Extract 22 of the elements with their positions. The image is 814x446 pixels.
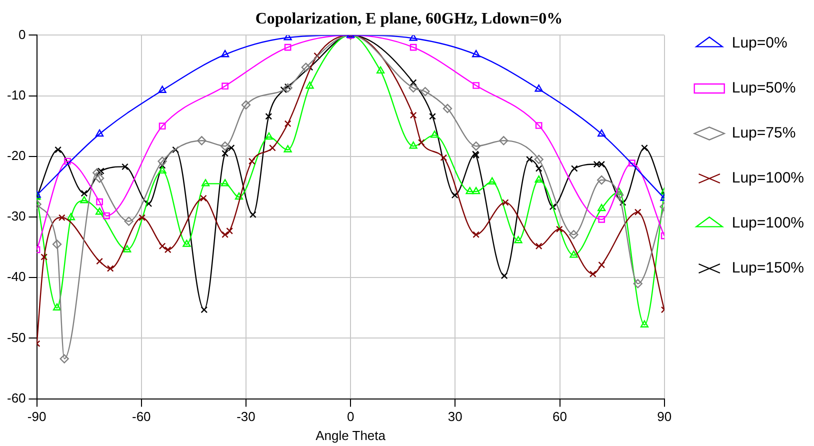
legend-label: Lup=100%	[732, 214, 804, 232]
x-tick-label: 0	[346, 409, 354, 424]
legend-label: Lup=150%	[732, 260, 804, 277]
y-tick-label: -20	[6, 148, 26, 163]
y-tick-label: -60	[6, 390, 26, 406]
legend-label: Lup=50%	[732, 80, 796, 97]
y-tick-label: -10	[6, 87, 26, 102]
legend-label: Lup=0%	[732, 34, 788, 52]
legend-label: Lup=100%	[732, 170, 804, 187]
chart-title: Copolarization, E plane, 60GHz, Ldown=0%	[255, 10, 563, 28]
x-axis-title: Angle Theta	[316, 428, 386, 443]
x-tick-label: 90	[657, 409, 672, 424]
legend-label: Lup=75%	[732, 124, 796, 142]
x-tick-label: 60	[552, 409, 567, 424]
y-tick-label: -40	[6, 269, 26, 284]
x-tick-label: -30	[236, 409, 256, 424]
x-tick-label: -60	[132, 409, 151, 424]
x-tick-label: -90	[27, 409, 46, 424]
y-tick-label: -50	[6, 330, 26, 345]
x-tick-label: 30	[448, 409, 462, 424]
y-tick-label: -30	[6, 208, 26, 224]
y-tick-label: 0	[18, 26, 26, 42]
